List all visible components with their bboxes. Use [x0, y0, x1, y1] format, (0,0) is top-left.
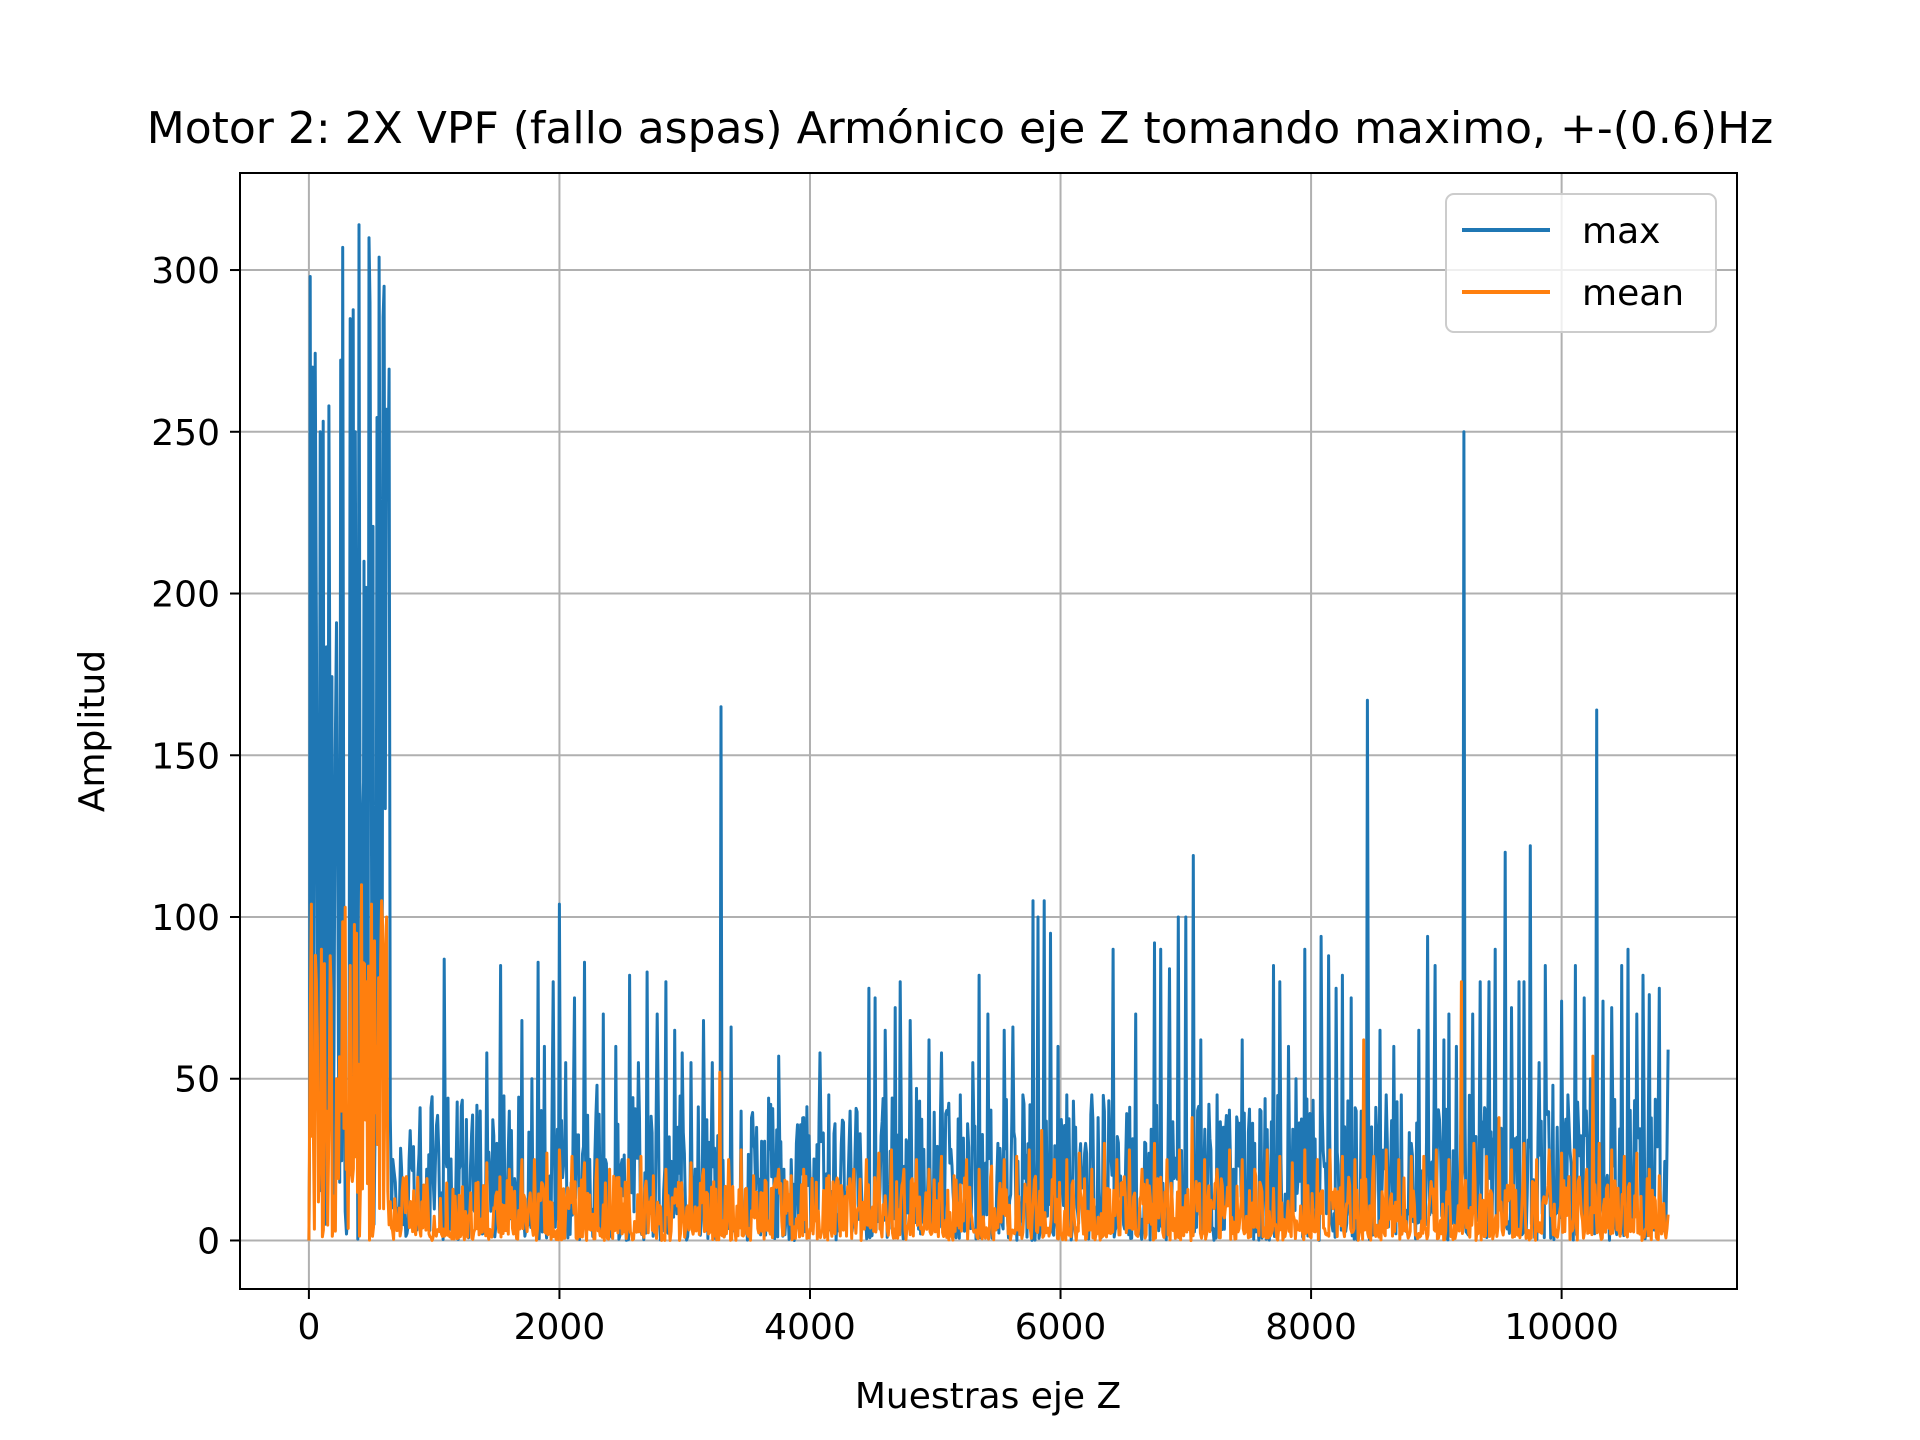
y-axis-ticks: 0 50 100 150 200 250 300 [151, 251, 240, 1262]
x-axis-ticks: 0 2000 4000 6000 8000 10000 [297, 1289, 1619, 1348]
y-tick-label: 50 [174, 1060, 220, 1101]
x-tick-label: 10000 [1504, 1307, 1619, 1348]
y-tick-label: 250 [151, 413, 220, 454]
y-tick-label: 100 [151, 898, 220, 939]
x-tick-label: 8000 [1265, 1307, 1357, 1348]
series-line-mean [307, 883, 1670, 1242]
legend-label-mean: mean [1582, 273, 1684, 314]
legend-label-max: max [1582, 211, 1660, 252]
legend: max mean [1445, 193, 1717, 333]
x-axis-label: Muestras eje Z [855, 1376, 1121, 1417]
grid-lines [240, 173, 1737, 1289]
series-line-max [307, 223, 1670, 1242]
plot-series [307, 223, 1670, 1242]
x-tick-label: 6000 [1015, 1307, 1107, 1348]
y-tick-label: 0 [197, 1221, 220, 1262]
x-tick-label: 0 [297, 1307, 320, 1348]
plot-frame [239, 172, 1738, 1290]
y-tick-label: 150 [151, 736, 220, 777]
y-tick-label: 300 [151, 251, 220, 292]
y-tick-label: 200 [151, 575, 220, 616]
y-axis-label: Amplitud [72, 650, 113, 812]
chart-title: Motor 2: 2X VPF (fallo aspas) Armónico e… [147, 103, 1774, 154]
x-tick-label: 4000 [764, 1307, 856, 1348]
x-tick-label: 2000 [514, 1307, 606, 1348]
